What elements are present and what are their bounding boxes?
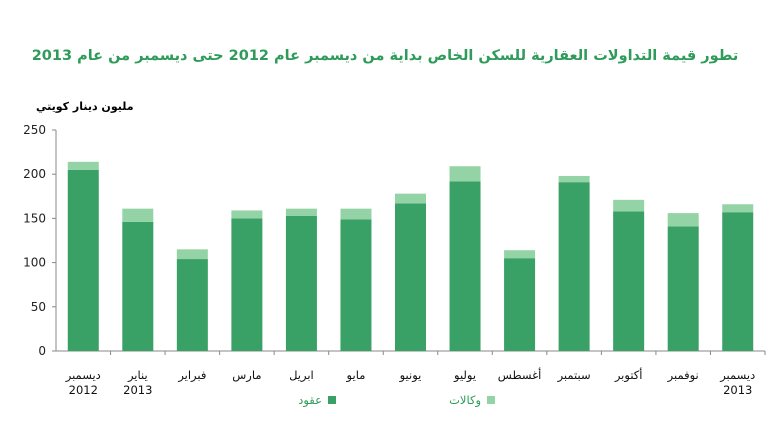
y-tick-label: 150 (23, 211, 46, 225)
x-tick-label: أكتوبر (614, 367, 643, 383)
x-tick-label: ديسمبر (65, 368, 101, 383)
legend-label-agencies: وكالات (449, 393, 481, 408)
y-tick-label: 250 (23, 123, 46, 137)
bar-agencies-0 (67, 161, 99, 170)
x-tick-label: ابريل (289, 368, 314, 383)
bar-agencies-4 (285, 208, 317, 216)
y-axis-label: مليون دينار كويتي (36, 100, 134, 113)
x-tick-label: يونيو (399, 368, 422, 383)
y-tick-label: 50 (31, 300, 46, 314)
x-tick-label: 2013 (123, 383, 152, 397)
bar-agencies-7 (449, 166, 481, 182)
x-tick-label: ديسمبر (719, 368, 755, 383)
x-tick-label: يوليو (453, 368, 476, 383)
x-tick-label: أغسطس (498, 367, 542, 383)
bar-contracts-11 (667, 226, 699, 351)
bar-contracts-1 (122, 221, 154, 351)
chart-title: تطور قيمة التداولات العقارية للسكن الخاص… (31, 48, 739, 64)
y-ticks: 0 50 100 150 200 250 (23, 123, 56, 358)
bar-contracts-7 (449, 181, 481, 351)
bar-agencies-11 (667, 213, 699, 227)
bar-agencies-12 (722, 204, 754, 213)
bar-contracts-0 (67, 169, 99, 351)
y-tick-label: 0 (38, 344, 46, 358)
legend: عقود وكالات (298, 393, 495, 408)
x-tick-label: مارس (232, 368, 261, 383)
bars (67, 161, 754, 351)
bar-contracts-2 (176, 259, 208, 351)
bar-contracts-5 (340, 219, 372, 351)
bar-contracts-8 (504, 258, 536, 351)
bar-contracts-4 (285, 215, 317, 351)
y-tick-label: 100 (23, 256, 46, 270)
y-tick-label: 200 (23, 167, 46, 181)
bar-agencies-8 (504, 250, 536, 259)
bar-agencies-1 (122, 208, 154, 222)
bar-agencies-2 (176, 249, 208, 260)
bar-contracts-6 (395, 203, 426, 351)
legend-swatch-agencies (487, 396, 495, 404)
x-tick-label: يناير (127, 368, 148, 383)
bar-contracts-12 (722, 212, 754, 351)
bar-contracts-9 (558, 182, 590, 351)
x-tick-label: سبتمبر (557, 368, 591, 383)
bar-agencies-6 (395, 193, 426, 204)
bar-contracts-10 (613, 211, 645, 351)
bar-agencies-5 (340, 208, 372, 220)
legend-swatch-contracts (328, 396, 336, 404)
bar-contracts-3 (231, 218, 263, 351)
x-tick-label: 2013 (723, 383, 752, 397)
x-tick-label: مايو (346, 368, 366, 383)
x-tick-label: 2012 (69, 383, 98, 397)
x-tick-label: فبراير (177, 368, 206, 383)
bar-agencies-9 (558, 175, 590, 183)
bar-agencies-10 (613, 199, 645, 212)
bar-agencies-3 (231, 210, 263, 219)
legend-label-contracts: عقود (298, 393, 322, 408)
x-tick-label: نوفمبر (667, 368, 699, 383)
